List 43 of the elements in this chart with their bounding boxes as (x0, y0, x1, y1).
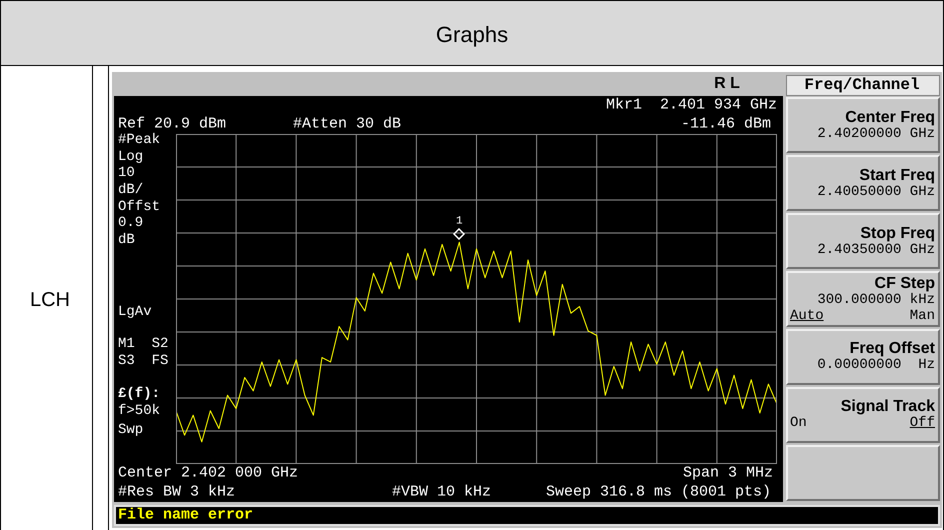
text: Span 3 MHz (682, 464, 773, 482)
text: S3 FS (118, 353, 168, 369)
text: Freq/Channel (804, 76, 920, 94)
text: Ref 20.9 dBm (118, 116, 226, 132)
text: Signal Track (840, 398, 935, 415)
text: LCH (30, 289, 70, 311)
text: 2.40350000 GHz (817, 242, 935, 258)
text: 1 (456, 216, 463, 228)
text: Sweep 316.8 ms (8001 pts) (546, 484, 771, 500)
text: dB (118, 232, 135, 248)
text: LgAv (118, 304, 152, 320)
text: R L (714, 75, 740, 92)
text: Man (910, 308, 935, 324)
text: #VBW 10 kHz (392, 484, 492, 500)
text: Swp (118, 422, 144, 438)
text: 2.40200000 GHz (817, 126, 935, 142)
text: 10 (118, 165, 135, 181)
text: Center Freq (845, 109, 935, 126)
text: Offst (118, 199, 160, 215)
text: Center 2.402 000 GHz (118, 464, 298, 482)
text: Freq Offset (850, 340, 935, 357)
text: CF Step (874, 275, 935, 292)
text: Log (118, 149, 144, 165)
text: Off (910, 415, 935, 431)
text: 0.00000000 Hz (817, 357, 935, 373)
text: dB/ (118, 182, 144, 198)
text: £(f): (118, 386, 160, 402)
chart-title: Graphs (436, 22, 508, 48)
text: Start Freq (859, 167, 935, 184)
text: Mkr1 2.401 934 GHz (606, 96, 777, 114)
text: #Atten 30 dB (293, 116, 402, 132)
text: Auto (790, 308, 824, 324)
text: 2.40050000 GHz (817, 184, 935, 200)
text: #Peak (118, 132, 160, 148)
text: -11.46 dBm (680, 116, 771, 132)
text: 0.9 (118, 215, 144, 231)
text: Stop Freq (860, 225, 935, 242)
text: 300.000000 kHz (817, 292, 935, 308)
text: #Res BW 3 kHz (118, 484, 236, 500)
text: M1 S2 (118, 336, 168, 352)
text: File name error (118, 506, 254, 524)
text: f>50k (118, 403, 160, 419)
text: On (790, 415, 807, 431)
